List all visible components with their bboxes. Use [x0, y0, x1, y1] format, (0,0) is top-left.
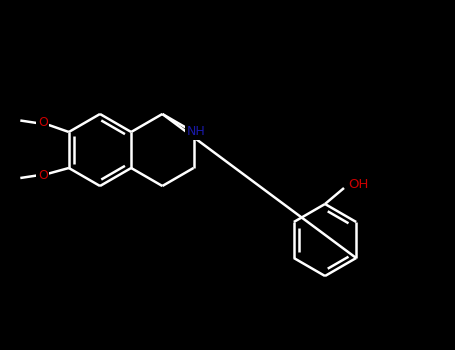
Text: NH: NH [187, 126, 205, 139]
Text: O: O [38, 117, 48, 130]
Text: OH: OH [348, 177, 368, 190]
Text: O: O [38, 169, 48, 182]
